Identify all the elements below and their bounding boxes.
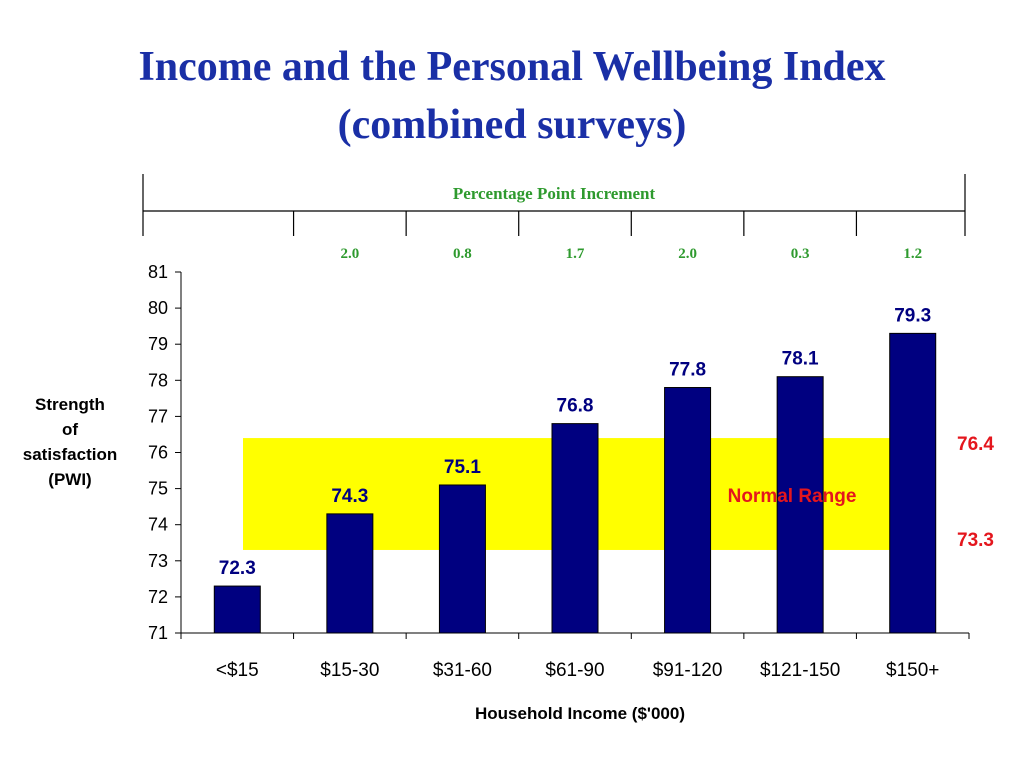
chart-title-line1: Income and the Personal Wellbeing Index — [138, 44, 886, 90]
y-tick-label: 75 — [148, 479, 168, 499]
y-tick-label: 77 — [148, 406, 168, 426]
y-axis-label: Strength of satisfaction (PWI) — [6, 392, 134, 492]
y-tick-label: 80 — [148, 298, 168, 318]
increment-title: Percentage Point Increment — [453, 184, 656, 203]
y-tick-label: 81 — [148, 262, 168, 282]
y-axis-label-line: satisfaction — [22, 445, 118, 464]
x-tick-label: $61-90 — [545, 660, 604, 681]
increment-value: 1.2 — [903, 246, 922, 262]
bar — [776, 376, 824, 634]
bar — [213, 585, 261, 634]
chart-title: Income and the Personal Wellbeing Index … — [0, 38, 1024, 154]
bar-value-label: 72.3 — [219, 558, 256, 579]
x-tick-label: $91-120 — [653, 660, 723, 681]
x-axis-label: Household Income ($'000) — [475, 704, 685, 723]
y-axis-label-line: of — [61, 420, 79, 439]
y-axis-label-line: Strength — [35, 395, 105, 414]
x-tick-label: $150+ — [886, 660, 939, 681]
increment-value: 0.3 — [791, 246, 810, 262]
bar — [664, 387, 712, 634]
bar-value-label: 79.3 — [894, 305, 931, 326]
bar — [889, 332, 937, 634]
x-tick-label: $15-30 — [320, 660, 379, 681]
bar — [326, 513, 374, 634]
y-tick-label: 71 — [148, 623, 168, 643]
bar-value-label: 78.1 — [782, 349, 819, 370]
bar-value-label: 74.3 — [331, 486, 368, 507]
increment-value: 0.8 — [453, 246, 472, 262]
bar-value-label: 77.8 — [669, 360, 706, 381]
chart-title-line2: (combined surveys) — [337, 102, 687, 148]
bar-value-label: 76.8 — [557, 396, 594, 417]
bar — [551, 423, 599, 634]
y-tick-label: 74 — [148, 515, 168, 535]
increment-value: 2.0 — [340, 246, 359, 262]
bar-value-label: 75.1 — [444, 457, 481, 478]
normal-range-lower-label: 73.3 — [957, 530, 994, 551]
y-tick-label: 79 — [148, 334, 168, 354]
x-tick-label: <$15 — [216, 660, 259, 681]
y-tick-label: 78 — [148, 370, 168, 390]
normal-range-upper-label: 76.4 — [957, 434, 994, 455]
increment-value: 2.0 — [678, 246, 697, 262]
x-tick-label: $31-60 — [433, 660, 492, 681]
increment-value: 1.7 — [566, 246, 585, 262]
y-tick-label: 72 — [148, 587, 168, 607]
y-axis-label-line: (PWI) — [48, 470, 92, 489]
y-tick-label: 76 — [148, 443, 168, 463]
x-tick-label: $121-150 — [760, 660, 840, 681]
normal-range-label: Normal Range — [727, 486, 857, 507]
bar — [438, 484, 486, 634]
y-tick-label: 73 — [148, 551, 168, 571]
